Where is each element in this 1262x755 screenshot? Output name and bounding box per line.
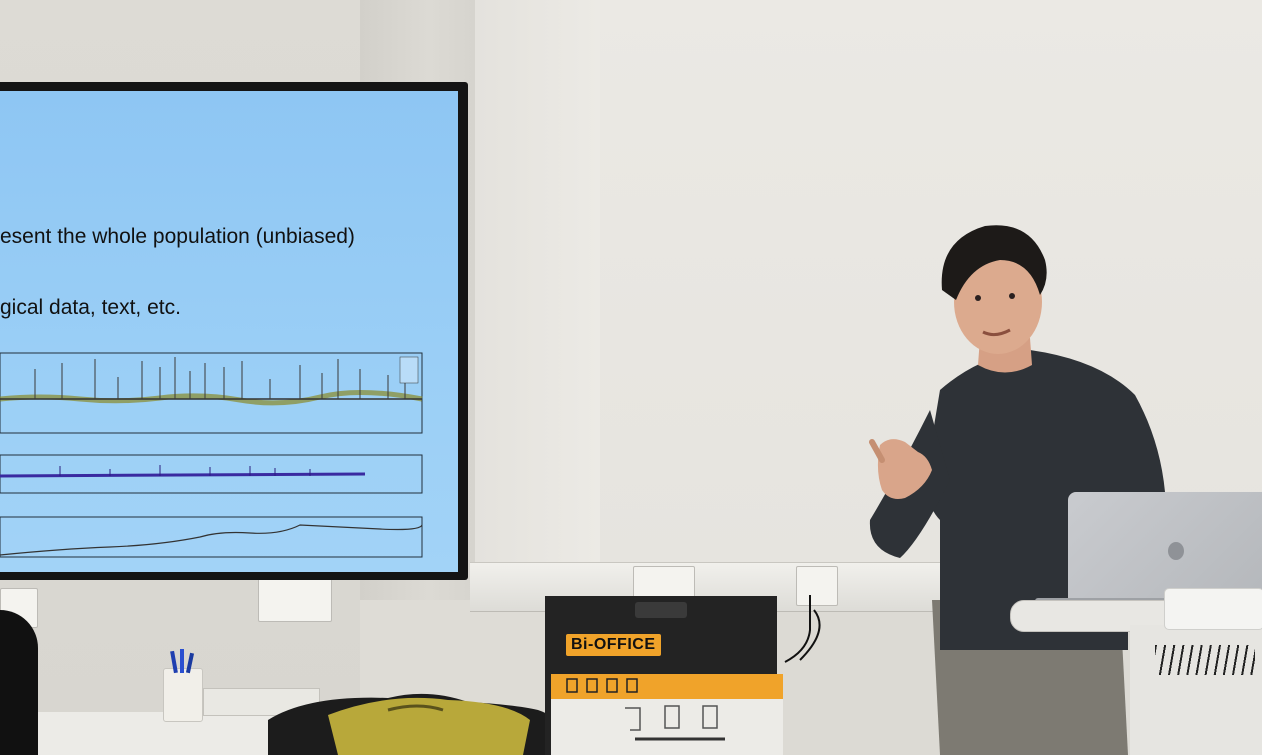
cable (784, 595, 821, 663)
wall-socket (633, 566, 695, 598)
backpack (268, 693, 573, 755)
apple-logo-icon (1168, 542, 1184, 560)
slide-text-line-1: esent the whole population (unbiased) (0, 225, 355, 248)
slide-signal-plot-1 (0, 352, 423, 434)
flipchart-brand-label: Bi-OFFICE (566, 634, 661, 656)
presentation-screen: esent the whole population (unbiased) gi… (0, 91, 458, 572)
presenter (869, 225, 1165, 755)
wall-socket (258, 578, 332, 622)
audience-head (0, 610, 38, 755)
slide-text-line-2: gical data, text, etc. (0, 296, 181, 319)
slide-signal-plot-3 (0, 516, 423, 558)
wall-socket (796, 566, 838, 606)
router-device (1164, 588, 1262, 630)
flipchart-board (545, 596, 783, 755)
slide-signal-plot-2 (0, 454, 423, 494)
wall-middle (475, 0, 600, 600)
podium-body (1130, 625, 1262, 755)
pen-holder (163, 649, 203, 722)
podium-vent (1155, 645, 1255, 675)
